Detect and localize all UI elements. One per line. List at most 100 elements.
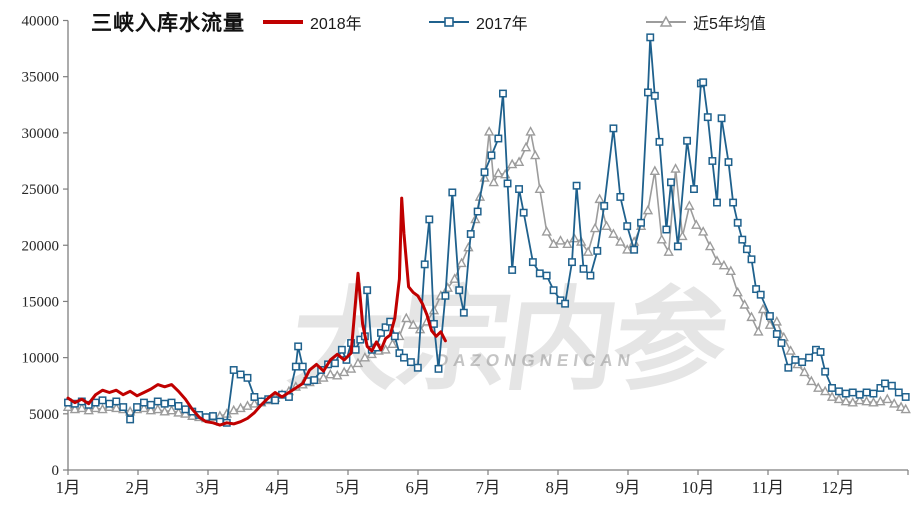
- square-marker: [616, 192, 625, 201]
- square-marker: [119, 403, 128, 412]
- square-marker: [174, 401, 183, 410]
- square-marker: [568, 258, 576, 267]
- triangle-marker: [90, 402, 101, 413]
- square-marker: [717, 114, 726, 123]
- square-marker: [609, 124, 618, 133]
- triangle-marker: [889, 398, 900, 408]
- square-marker: [420, 260, 429, 269]
- square-marker: [637, 218, 645, 227]
- y-tick-label: 10000: [22, 351, 60, 367]
- triangle-marker: [757, 303, 769, 314]
- square-marker: [623, 222, 632, 231]
- square-marker: [593, 246, 602, 255]
- triangle-marker: [882, 393, 893, 404]
- triangle-marker: [76, 402, 87, 413]
- y-tick-label: 15000: [22, 294, 60, 310]
- square-marker: [515, 185, 524, 194]
- square-marker: [655, 137, 664, 146]
- square-marker: [400, 353, 408, 362]
- triangle-marker: [725, 265, 736, 275]
- square-marker: [752, 285, 761, 294]
- legend: 2018年 2017年 近5年均值: [0, 0, 924, 36]
- square-marker: [243, 373, 252, 382]
- square-marker: [828, 384, 837, 392]
- triangle-marker: [711, 255, 723, 265]
- square-marker: [816, 348, 825, 356]
- triangle-marker: [670, 163, 681, 173]
- series-2017年: [64, 33, 910, 427]
- triangle-marker: [408, 319, 419, 329]
- triangle-marker: [318, 372, 329, 382]
- square-marker: [821, 367, 830, 376]
- triangle-marker: [449, 273, 460, 283]
- triangle-marker: [345, 363, 357, 373]
- square-marker: [494, 134, 503, 143]
- square-marker: [777, 339, 786, 347]
- square-marker: [209, 412, 217, 421]
- triangle-marker: [525, 126, 536, 136]
- square-marker: [425, 215, 434, 224]
- triangle-marker: [562, 238, 573, 249]
- triangle-marker: [785, 345, 796, 355]
- legend-marker-icon: [263, 20, 303, 24]
- triangle-marker: [483, 126, 495, 136]
- square-marker: [690, 185, 698, 194]
- square-marker: [600, 201, 609, 210]
- square-marker: [876, 384, 885, 392]
- square-marker: [153, 397, 162, 406]
- triangle-marker: [401, 312, 412, 323]
- triangle-marker: [138, 402, 150, 413]
- square-marker: [310, 376, 319, 385]
- series-line: [67, 36, 907, 424]
- square-marker: [643, 88, 652, 97]
- triangle-marker: [145, 404, 157, 415]
- square-marker: [835, 387, 843, 396]
- square-marker: [294, 342, 303, 351]
- triangle-marker: [111, 402, 122, 413]
- square-marker: [887, 381, 896, 390]
- square-marker: [91, 398, 100, 407]
- triangle-marker: [698, 226, 709, 236]
- square-marker: [434, 364, 443, 373]
- triangle-marker: [826, 391, 838, 401]
- square-marker: [561, 299, 570, 308]
- legend-label: 2018年: [310, 16, 362, 33]
- square-marker: [579, 264, 588, 273]
- square-marker: [441, 291, 450, 300]
- square-marker: [535, 269, 544, 278]
- square-marker: [784, 363, 793, 372]
- triangle-marker: [819, 385, 831, 396]
- square-marker: [894, 388, 903, 397]
- chart-title: 三峡入库水流量: [91, 12, 245, 35]
- square-marker: [139, 398, 148, 407]
- legend-item-近5年均值: 近5年均值: [645, 10, 766, 34]
- x-tick-label: 11月: [752, 478, 784, 497]
- triangle-marker: [62, 401, 74, 411]
- square-marker: [667, 178, 675, 187]
- triangle-marker: [753, 326, 764, 336]
- triangle-marker: [387, 338, 398, 349]
- triangle-marker: [746, 311, 757, 322]
- square-marker: [146, 400, 155, 409]
- triangle-marker: [582, 246, 594, 256]
- x-tick-label: 10月: [682, 478, 715, 497]
- square-marker: [738, 235, 747, 244]
- legend-marker-icon: [646, 15, 686, 27]
- square-marker: [519, 208, 528, 217]
- square-marker: [377, 328, 385, 337]
- square-marker: [901, 393, 910, 401]
- square-marker: [363, 286, 372, 295]
- square-marker: [765, 312, 774, 320]
- square-marker: [112, 397, 121, 406]
- triangle-marker: [663, 246, 674, 256]
- square-marker: [167, 398, 176, 407]
- triangle-marker: [806, 375, 817, 386]
- triangle-marker: [833, 393, 845, 404]
- triangle-marker: [615, 236, 626, 246]
- square-marker: [662, 225, 671, 234]
- square-marker: [724, 158, 733, 167]
- square-marker: [881, 379, 889, 388]
- square-marker: [351, 345, 360, 354]
